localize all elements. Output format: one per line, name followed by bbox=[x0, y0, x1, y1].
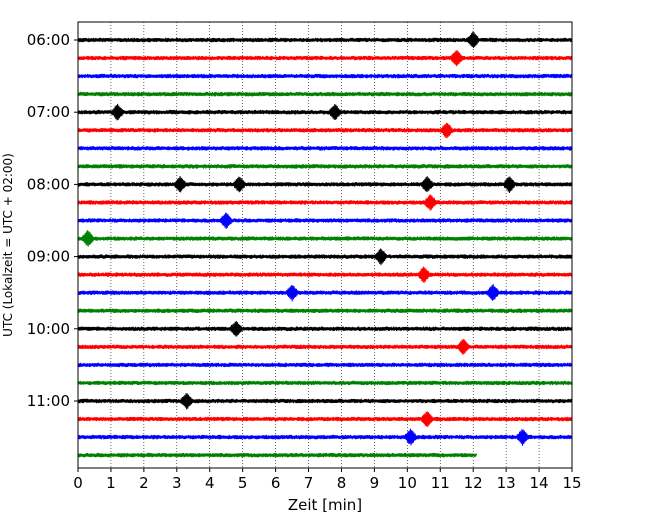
seismogram-trace bbox=[77, 175, 573, 194]
vertical-grid bbox=[110, 22, 540, 468]
x-tick-label: 7 bbox=[304, 474, 314, 492]
y-tick-label: 09:00 bbox=[27, 248, 70, 266]
x-tick-label: 9 bbox=[370, 474, 380, 492]
seismogram-trace bbox=[77, 212, 573, 229]
seismogram-trace bbox=[77, 91, 573, 97]
seismogram-trace bbox=[77, 248, 573, 266]
x-tick-label: 0 bbox=[73, 474, 83, 492]
seismogram-trace bbox=[77, 380, 573, 386]
seismogram-trace bbox=[77, 284, 573, 302]
x-tick-label: 14 bbox=[530, 474, 549, 492]
seismogram-trace bbox=[77, 362, 573, 368]
seismogram-trace bbox=[77, 338, 573, 355]
x-axis-label: Zeit [min] bbox=[288, 496, 362, 514]
x-tick-label: 12 bbox=[464, 474, 483, 492]
y-tick-label: 06:00 bbox=[27, 31, 70, 49]
x-tick-label: 15 bbox=[562, 474, 581, 492]
y-tick-label: 11:00 bbox=[27, 392, 70, 410]
y-tick-label: 07:00 bbox=[27, 103, 70, 121]
seismogram-trace bbox=[77, 308, 573, 313]
plot-frame bbox=[77, 21, 573, 469]
seismogram-trace bbox=[77, 393, 573, 410]
seismogram-trace bbox=[77, 194, 573, 211]
x-tick-label: 6 bbox=[271, 474, 281, 492]
x-tick-label: 11 bbox=[431, 474, 450, 492]
seismogram-trace bbox=[77, 122, 573, 139]
seismogram-trace bbox=[77, 164, 573, 169]
x-tick-label: 2 bbox=[139, 474, 149, 492]
y-tick-label: 10:00 bbox=[27, 320, 70, 338]
seismogram-trace bbox=[77, 321, 573, 337]
x-tick-label: 1 bbox=[106, 474, 116, 492]
x-tick-label: 3 bbox=[172, 474, 182, 492]
x-axis-ticks: 0 1 2 3 4 5 6 7 8 9 10 11 12 13 14 15 bbox=[73, 468, 582, 492]
seismogram-trace bbox=[77, 103, 573, 121]
seismogram-trace bbox=[77, 266, 573, 283]
y-tick-label: 08:00 bbox=[27, 175, 70, 193]
seismogram-traces bbox=[77, 31, 573, 458]
x-tick-label: 13 bbox=[497, 474, 516, 492]
seismogram-trace bbox=[77, 73, 573, 79]
seismogram-trace bbox=[77, 31, 573, 48]
seismogram-trace bbox=[77, 50, 573, 67]
seismogram-trace bbox=[77, 230, 573, 247]
y-axis-label: UTC (Lokalzeit = UTC + 02:00) bbox=[1, 153, 15, 337]
y-axis-ticks: 06:00 07:00 08:00 09:00 10:00 11:00 bbox=[27, 31, 78, 410]
x-tick-label: 8 bbox=[337, 474, 347, 492]
seismogram-trace bbox=[77, 452, 477, 458]
x-tick-label: 10 bbox=[398, 474, 417, 492]
x-tick-label: 4 bbox=[205, 474, 215, 492]
x-tick-label: 5 bbox=[238, 474, 248, 492]
seismogram-trace bbox=[77, 428, 573, 446]
seismogram-trace bbox=[77, 146, 573, 151]
seismogram-trace bbox=[77, 411, 573, 428]
